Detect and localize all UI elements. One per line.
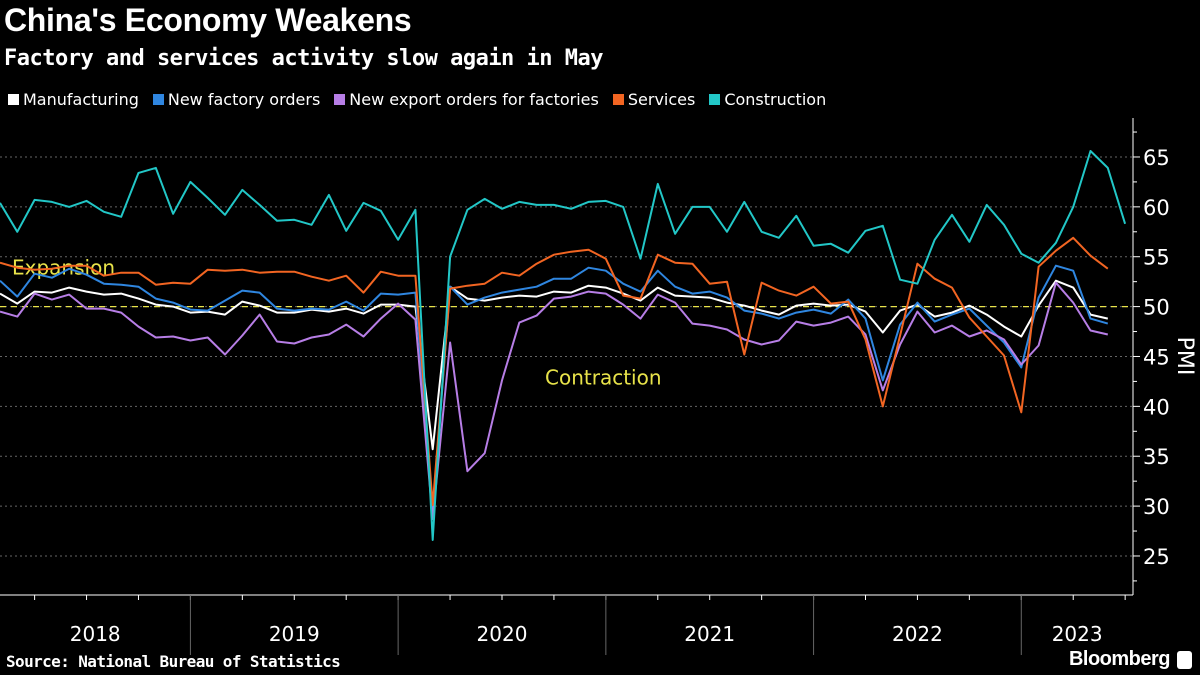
x-tick-label: 2018 xyxy=(70,622,121,646)
source-note: Source: National Bureau of Statistics xyxy=(6,652,341,671)
x-tick-label: 2022 xyxy=(892,622,943,646)
x-tick-label: 2020 xyxy=(477,622,528,646)
legend-item: New factory orders xyxy=(152,90,321,109)
x-tick-label: 2019 xyxy=(269,622,320,646)
legend-item: New export orders for factories xyxy=(334,90,599,109)
y-tick-label: 50 xyxy=(1143,296,1170,320)
y-tick-label: 45 xyxy=(1143,345,1170,369)
legend-item: Services xyxy=(612,90,696,109)
legend-swatch xyxy=(709,94,721,105)
bloomberg-logo: Bloomberg xyxy=(1068,648,1171,670)
y-tick-label: 60 xyxy=(1143,196,1170,220)
y-tick-label: 65 xyxy=(1143,146,1170,170)
series-line-new-export-orders-for-factories xyxy=(0,281,1109,521)
legend-label: Construction xyxy=(724,90,827,109)
bloomberg-logo-icon xyxy=(1177,651,1192,669)
y-tick-label: 25 xyxy=(1143,545,1170,569)
x-tick-label: 2021 xyxy=(684,622,735,646)
series-line-new-factory-orders xyxy=(0,264,1109,515)
legend-swatch xyxy=(152,94,164,105)
chart-subtitle: Factory and services activity slow again… xyxy=(4,46,604,71)
legend-swatch xyxy=(612,94,624,105)
x-tick-label: 2023 xyxy=(1052,622,1103,646)
y-axis-label: PMI xyxy=(1172,337,1197,376)
legend-swatch xyxy=(8,94,19,105)
legend-swatch xyxy=(334,94,346,105)
y-tick-label: 40 xyxy=(1143,395,1170,419)
annotation-contraction: Contraction xyxy=(545,365,662,389)
legend-label: Manufacturing xyxy=(23,90,139,109)
y-tick-label: 55 xyxy=(1143,246,1170,270)
legend-item: Manufacturing xyxy=(8,90,139,109)
legend: Manufacturing New factory orders New expor… xyxy=(8,90,826,109)
chart-title: China's Economy Weakens xyxy=(4,2,412,38)
y-tick-label: 30 xyxy=(1143,495,1170,519)
legend-label: Services xyxy=(627,90,696,109)
y-tick-label: 35 xyxy=(1143,445,1170,469)
legend-label: New factory orders xyxy=(167,90,321,109)
series-line-construction xyxy=(0,150,1127,541)
legend-label: New export orders for factories xyxy=(349,90,599,109)
legend-item: Construction xyxy=(709,90,826,109)
